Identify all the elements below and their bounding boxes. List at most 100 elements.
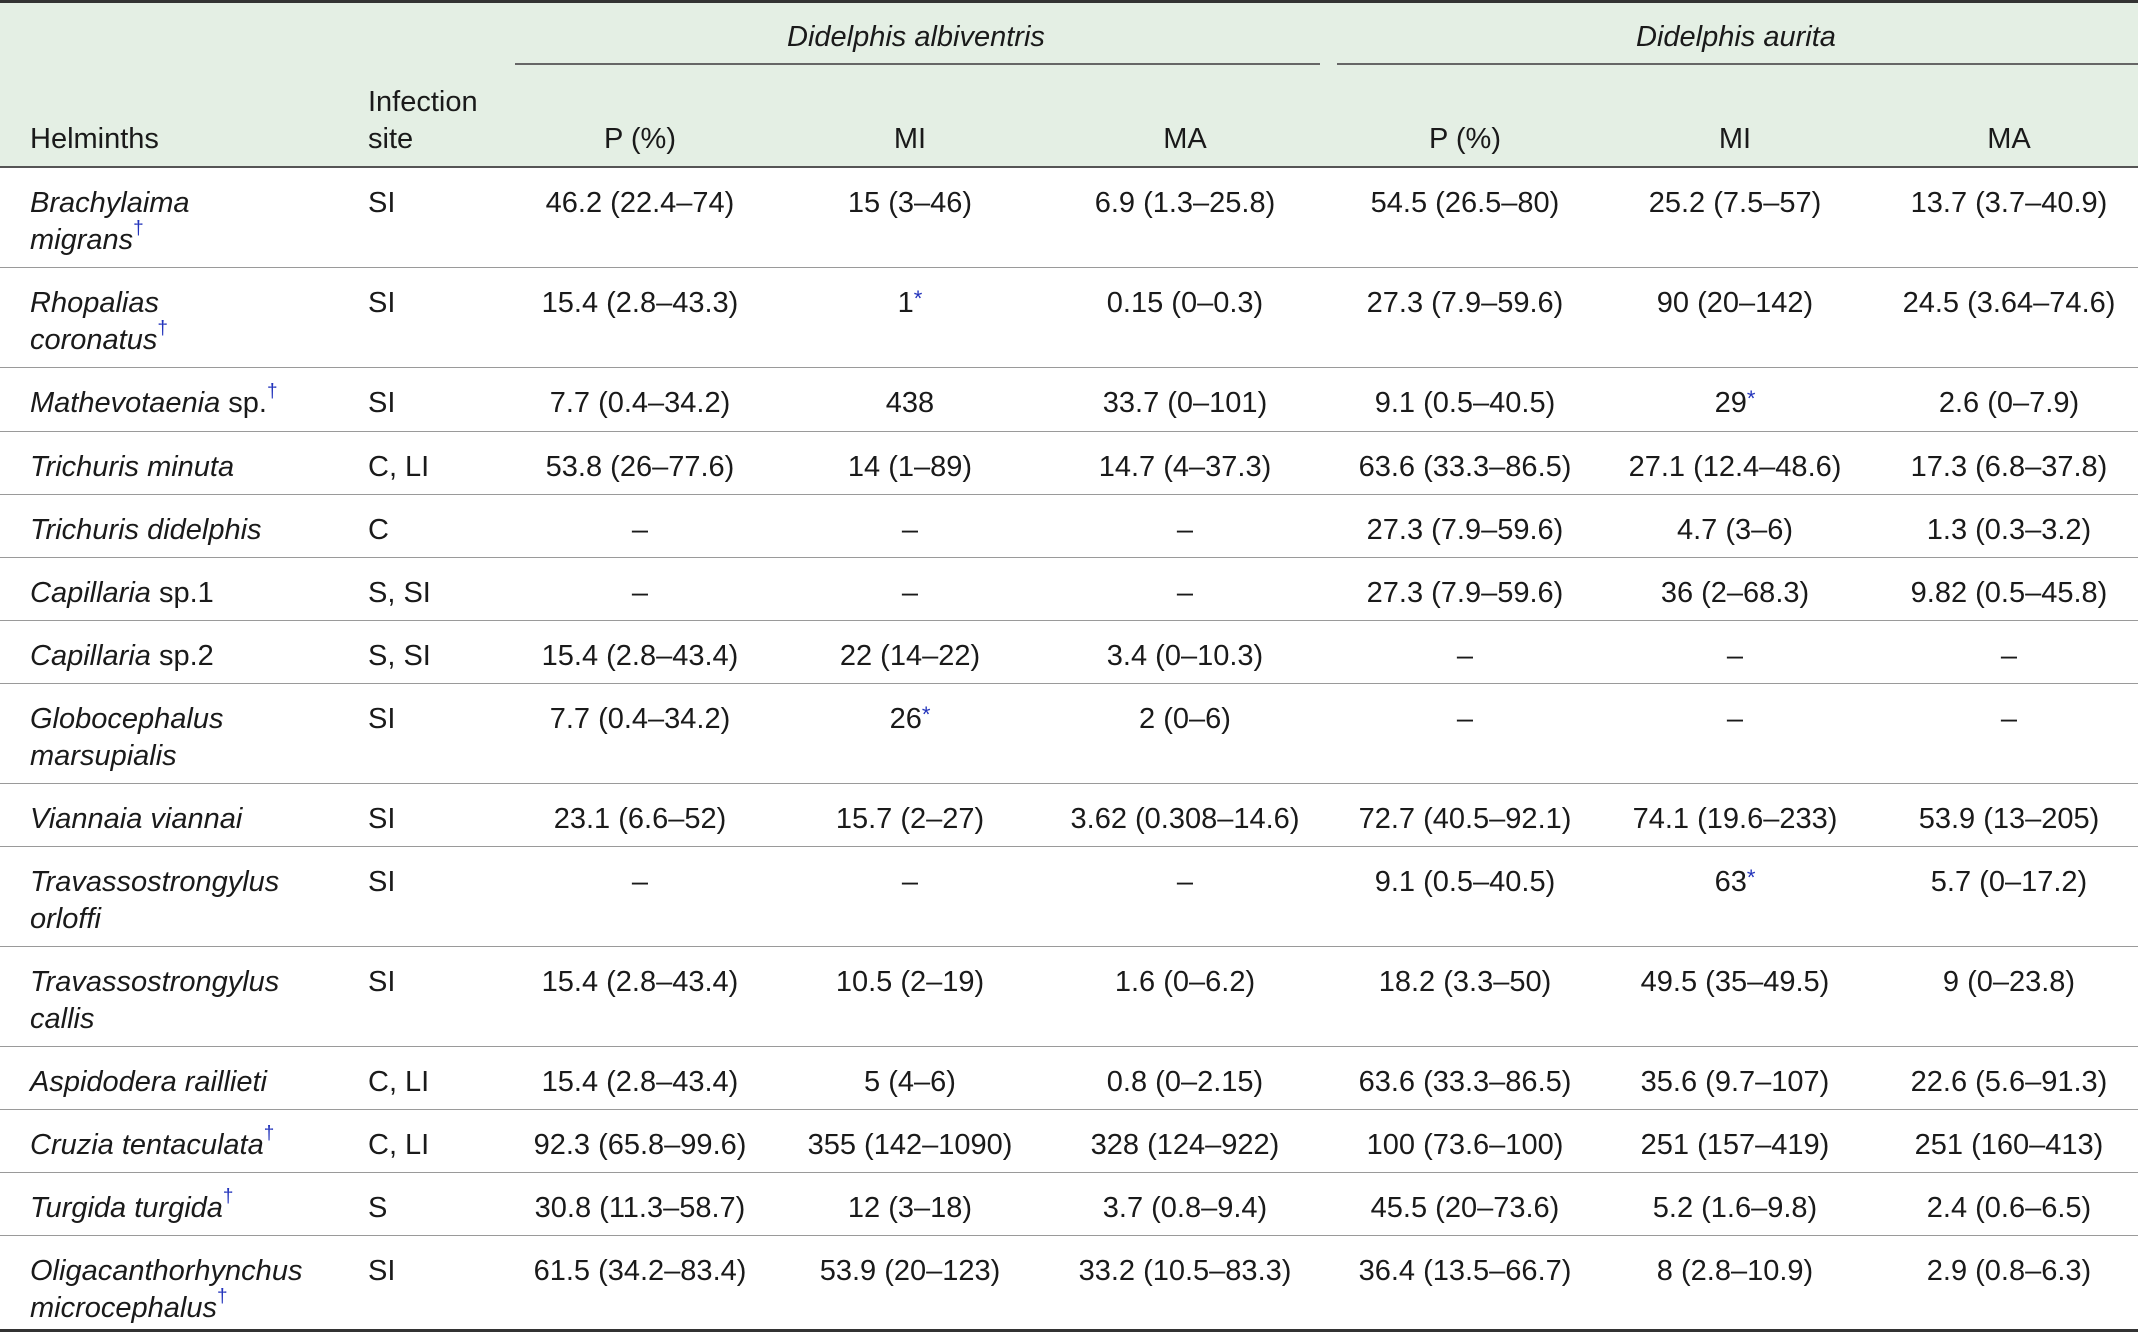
- asterisk-mark: *: [1746, 386, 1756, 411]
- cell-mi-albiventris: 26*: [889, 702, 931, 735]
- table-row: Globocephalus marsupialis SI 7.7 (0.4–34.2)…: [0, 684, 2138, 784]
- cell-p-aurita: 100 (73.6–100): [1366, 1129, 1564, 1161]
- cell-ma-aurita: 251 (160–413): [1914, 1129, 2104, 1161]
- cell-p-albiventris: 30.8 (11.3–58.7): [534, 1192, 746, 1224]
- cell-ma-albiventris: –: [1176, 514, 1194, 546]
- cell-p-albiventris: 15.4 (2.8–43.4): [541, 966, 739, 998]
- cell-p-albiventris: –: [631, 866, 649, 898]
- cell-mi-aurita: 29*: [1714, 386, 1756, 419]
- cell-p-aurita: 72.7 (40.5–92.1): [1358, 803, 1572, 835]
- cell-p-albiventris: 61.5 (34.2–83.4): [533, 1255, 747, 1287]
- helminth-name: Aspidodera raillieti: [30, 1066, 267, 1098]
- helminth-name: Globocephalus marsupialis: [30, 703, 224, 772]
- table-row: Cruzia tentaculata† C, LI 92.3 (65.8–99.6)…: [0, 1110, 2138, 1173]
- cell-mi-aurita: 27.1 (12.4–48.6): [1628, 451, 1842, 483]
- row-divider: [0, 431, 2138, 432]
- infection-site: SI: [368, 803, 396, 835]
- col-header-p-albiventris: P (%): [604, 123, 676, 155]
- cell-ma-aurita: 5.7 (0–17.2): [1930, 866, 2088, 898]
- row-divider: [0, 267, 2138, 268]
- cell-ma-albiventris: 328 (124–922): [1090, 1129, 1280, 1161]
- cell-mi-albiventris: 438: [885, 387, 935, 419]
- table-row: Capillaria sp.1 S, SI – – – 27.3 (7.9–59.6) 36…: [0, 558, 2138, 621]
- cell-ma-aurita: 24.5 (3.64–74.6): [1902, 287, 2116, 319]
- cell-ma-albiventris: 6.9 (1.3–25.8): [1094, 187, 1276, 219]
- cell-p-albiventris: 23.1 (6.6–52): [553, 803, 727, 835]
- cell-ma-albiventris: 3.4 (0–10.3): [1106, 640, 1264, 672]
- helminth-name: Trichuris didelphis: [30, 514, 262, 546]
- dagger-mark: †: [222, 1186, 234, 1208]
- infection-site: SI: [368, 966, 396, 998]
- cell-mi-albiventris: 14 (1–89): [847, 451, 973, 483]
- infection-site: SI: [368, 703, 396, 735]
- cell-p-albiventris: 46.2 (22.4–74): [545, 187, 735, 219]
- cell-mi-aurita: –: [1726, 640, 1744, 672]
- cell-mi-albiventris: 5 (4–6): [864, 1066, 956, 1098]
- cell-ma-aurita: 9 (0–23.8): [1942, 966, 2076, 998]
- cell-ma-aurita: –: [2000, 640, 2018, 672]
- cell-mi-aurita: 63*: [1714, 865, 1756, 898]
- table-row: Trichuris minuta C, LI 53.8 (26–77.6) 14 (1…: [0, 432, 2138, 495]
- cell-mi-aurita: 25.2 (7.5–57): [1648, 187, 1822, 219]
- cell-p-aurita: –: [1456, 703, 1474, 735]
- infection-site: SI: [368, 187, 396, 219]
- cell-ma-albiventris: 0.15 (0–0.3): [1106, 287, 1264, 319]
- cell-p-aurita: –: [1456, 640, 1474, 672]
- row-divider: [0, 1046, 2138, 1047]
- cell-ma-aurita: 2.6 (0–7.9): [1938, 387, 2080, 419]
- cell-ma-albiventris: 3.62 (0.308–14.6): [1070, 803, 1300, 835]
- cell-ma-albiventris: 2 (0–6): [1139, 703, 1231, 735]
- cell-mi-albiventris: –: [901, 577, 919, 609]
- row-divider: [0, 557, 2138, 558]
- cell-mi-albiventris: 15.7 (2–27): [835, 803, 985, 835]
- cell-mi-albiventris: 22 (14–22): [839, 640, 981, 672]
- cell-ma-albiventris: 33.2 (10.5–83.3): [1078, 1255, 1292, 1287]
- cell-p-albiventris: 15.4 (2.8–43.3): [541, 287, 739, 319]
- cell-mi-albiventris: 53.9 (20–123): [819, 1255, 1001, 1287]
- helminth-name: Trichuris minuta: [30, 451, 235, 483]
- helminth-name: Viannaia viannai: [30, 803, 243, 835]
- table-row: Trichuris didelphis C – – – 27.3 (7.9–59.6) 4.…: [0, 495, 2138, 558]
- cell-mi-aurita: 49.5 (35–49.5): [1640, 966, 1830, 998]
- cell-p-aurita: 18.2 (3.3–50): [1378, 966, 1552, 998]
- dagger-mark: †: [133, 218, 144, 240]
- group-header-aurita: Didelphis aurita: [1636, 21, 1836, 53]
- table-row: Turgida turgida† S 30.8 (11.3–58.7) 12 (3–1…: [0, 1173, 2138, 1236]
- cell-mi-aurita: 251 (157–419): [1640, 1129, 1830, 1161]
- cell-mi-aurita: 35.6 (9.7–107): [1640, 1066, 1830, 1098]
- table-row: Brachylaima migrans† SI 46.2 (22.4–74) 15 (3…: [0, 168, 2138, 268]
- cell-ma-aurita: –: [2000, 703, 2018, 735]
- cell-ma-aurita: 2.4 (0.6–6.5): [1926, 1192, 2092, 1224]
- infection-site: C, LI: [368, 1129, 430, 1161]
- cell-mi-albiventris: 355 (142–1090): [807, 1129, 1013, 1161]
- cell-mi-aurita: 36 (2–68.3): [1660, 577, 1810, 609]
- cell-ma-albiventris: –: [1176, 577, 1194, 609]
- table-row: Travassostrongylus callis SI 15.4 (2.8–43.4…: [0, 947, 2138, 1047]
- cell-p-aurita: 36.4 (13.5–66.7): [1358, 1255, 1572, 1287]
- row-divider: [0, 946, 2138, 947]
- cell-ma-albiventris: –: [1176, 866, 1194, 898]
- row-divider: [0, 1235, 2138, 1236]
- helminth-name: Capillaria sp.2: [30, 640, 214, 672]
- cell-p-albiventris: –: [631, 514, 649, 546]
- infection-site: S: [368, 1192, 388, 1224]
- col-header-ma-albiventris: MA: [1163, 123, 1207, 155]
- group-header-albiventris: Didelphis albiventris: [787, 21, 1045, 53]
- cell-p-albiventris: 15.4 (2.8–43.4): [541, 640, 739, 672]
- infection-site: SI: [368, 1255, 396, 1287]
- cell-p-aurita: 9.1 (0.5–40.5): [1374, 866, 1556, 898]
- col-header-helminths: Helminths: [30, 123, 159, 155]
- table-row: Viannaia viannai SI 23.1 (6.6–52) 15.7 (2–2…: [0, 784, 2138, 847]
- col-header-mi-albiventris: MI: [893, 123, 927, 155]
- table-row: Travassostrongylus orloffi SI – – – 9.1 (0.5–4…: [0, 847, 2138, 947]
- table-row: Rhopalias coronatus† SI 15.4 (2.8–43.3) 1* 0.…: [0, 268, 2138, 368]
- bottom-rule: [0, 1329, 2138, 1332]
- helminth-name: Travassostrongylus callis: [30, 966, 280, 1035]
- row-divider: [0, 783, 2138, 784]
- cell-p-albiventris: 92.3 (65.8–99.6): [533, 1129, 747, 1161]
- helminth-name: Brachylaima migrans†: [30, 187, 190, 256]
- infection-site: S, SI: [368, 640, 431, 672]
- cell-mi-aurita: 4.7 (3–6): [1676, 514, 1794, 546]
- asterisk-mark: *: [913, 286, 923, 311]
